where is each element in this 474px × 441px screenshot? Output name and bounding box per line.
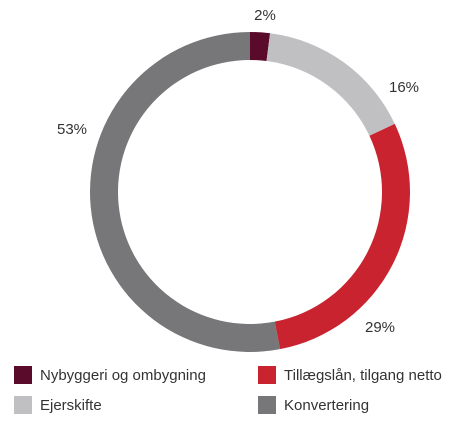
data-label: 53% — [57, 121, 87, 138]
donut-slice — [274, 123, 411, 350]
donut-slice — [250, 32, 271, 62]
donut-slice — [266, 33, 395, 136]
legend-label: Ejerskifte — [40, 397, 102, 414]
donut-slice — [89, 32, 280, 352]
legend-swatch — [258, 366, 276, 384]
legend-label: Tillægslån, tilgang netto — [284, 367, 442, 384]
data-label: 16% — [389, 79, 419, 96]
legend-label: Konvertering — [284, 397, 369, 414]
legend-swatch — [14, 366, 32, 384]
legend-swatch — [14, 396, 32, 414]
legend-label: Nybyggeri og ombygning — [40, 367, 206, 384]
data-label: 2% — [254, 7, 276, 24]
data-label: 29% — [365, 319, 395, 336]
legend-swatch — [258, 396, 276, 414]
